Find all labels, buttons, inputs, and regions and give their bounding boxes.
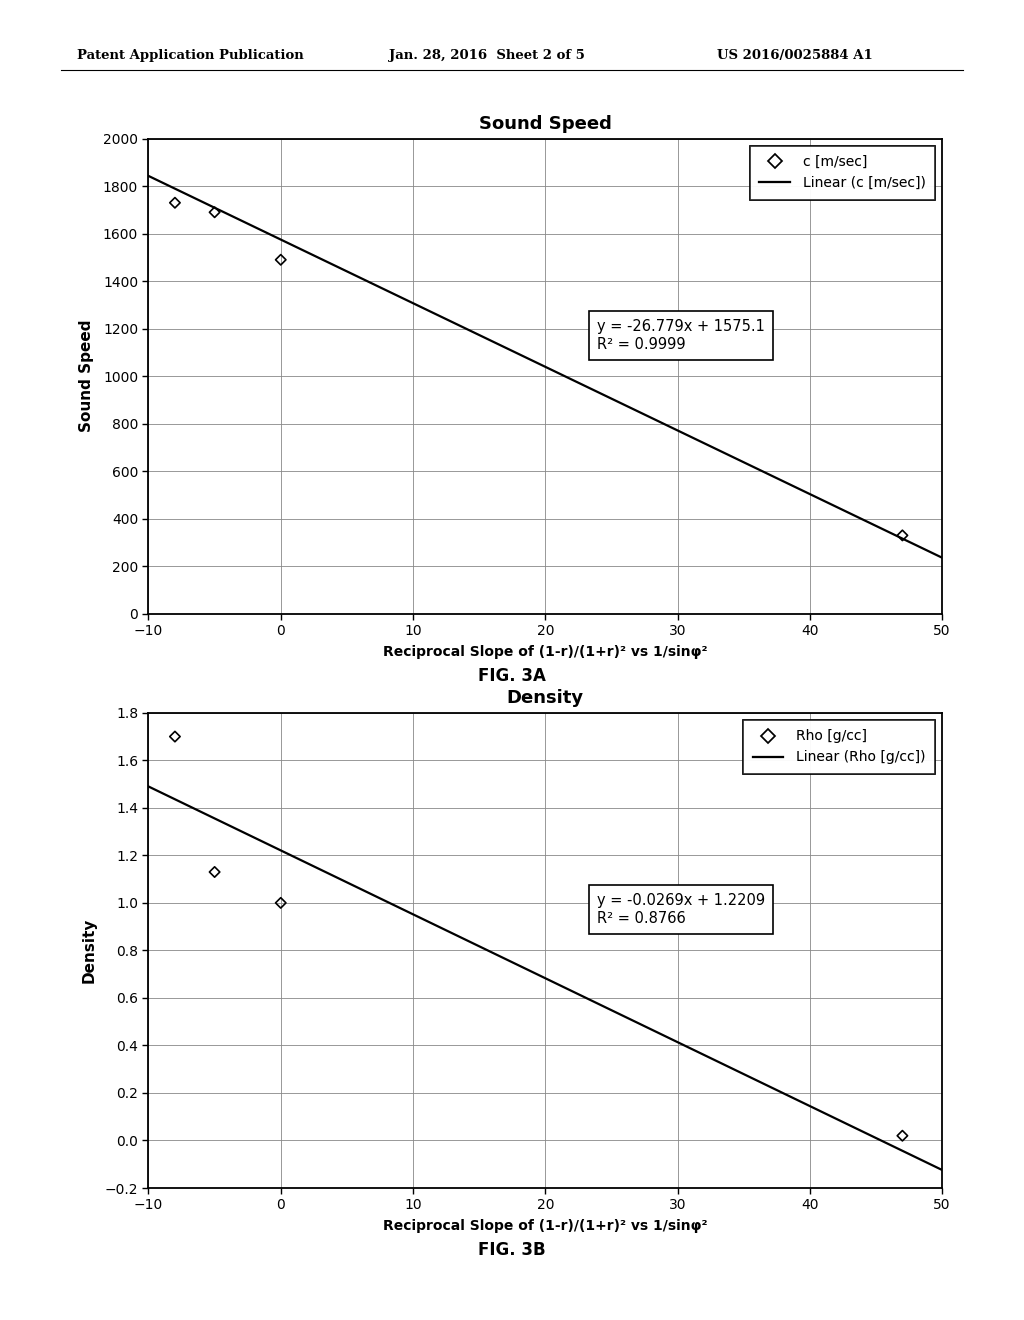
Text: US 2016/0025884 A1: US 2016/0025884 A1 bbox=[717, 49, 872, 62]
Point bbox=[272, 892, 289, 913]
Text: Jan. 28, 2016  Sheet 2 of 5: Jan. 28, 2016 Sheet 2 of 5 bbox=[389, 49, 585, 62]
Text: y = -0.0269x + 1.2209
R² = 0.8766: y = -0.0269x + 1.2209 R² = 0.8766 bbox=[597, 894, 765, 925]
Legend: Rho [g/cc], Linear (Rho [g/cc]): Rho [g/cc], Linear (Rho [g/cc]) bbox=[743, 719, 935, 774]
X-axis label: Reciprocal Slope of (1-r)/(1+r)² vs 1/sinφ²: Reciprocal Slope of (1-r)/(1+r)² vs 1/si… bbox=[383, 645, 708, 659]
Text: Patent Application Publication: Patent Application Publication bbox=[77, 49, 303, 62]
Point bbox=[207, 202, 223, 223]
Point bbox=[167, 726, 183, 747]
Point bbox=[167, 193, 183, 214]
Y-axis label: Sound Speed: Sound Speed bbox=[80, 319, 94, 433]
Y-axis label: Density: Density bbox=[81, 917, 96, 983]
Legend: c [m/sec], Linear (c [m/sec]): c [m/sec], Linear (c [m/sec]) bbox=[750, 145, 935, 199]
Title: Density: Density bbox=[507, 689, 584, 708]
Text: FIG. 3B: FIG. 3B bbox=[478, 1241, 546, 1259]
Text: y = -26.779x + 1575.1
R² = 0.9999: y = -26.779x + 1575.1 R² = 0.9999 bbox=[597, 319, 765, 351]
Title: Sound Speed: Sound Speed bbox=[479, 115, 611, 133]
Point bbox=[894, 525, 910, 546]
Point bbox=[894, 1125, 910, 1146]
X-axis label: Reciprocal Slope of (1-r)/(1+r)² vs 1/sinφ²: Reciprocal Slope of (1-r)/(1+r)² vs 1/si… bbox=[383, 1220, 708, 1233]
Point bbox=[207, 862, 223, 883]
Point bbox=[272, 249, 289, 271]
Text: FIG. 3A: FIG. 3A bbox=[478, 667, 546, 685]
